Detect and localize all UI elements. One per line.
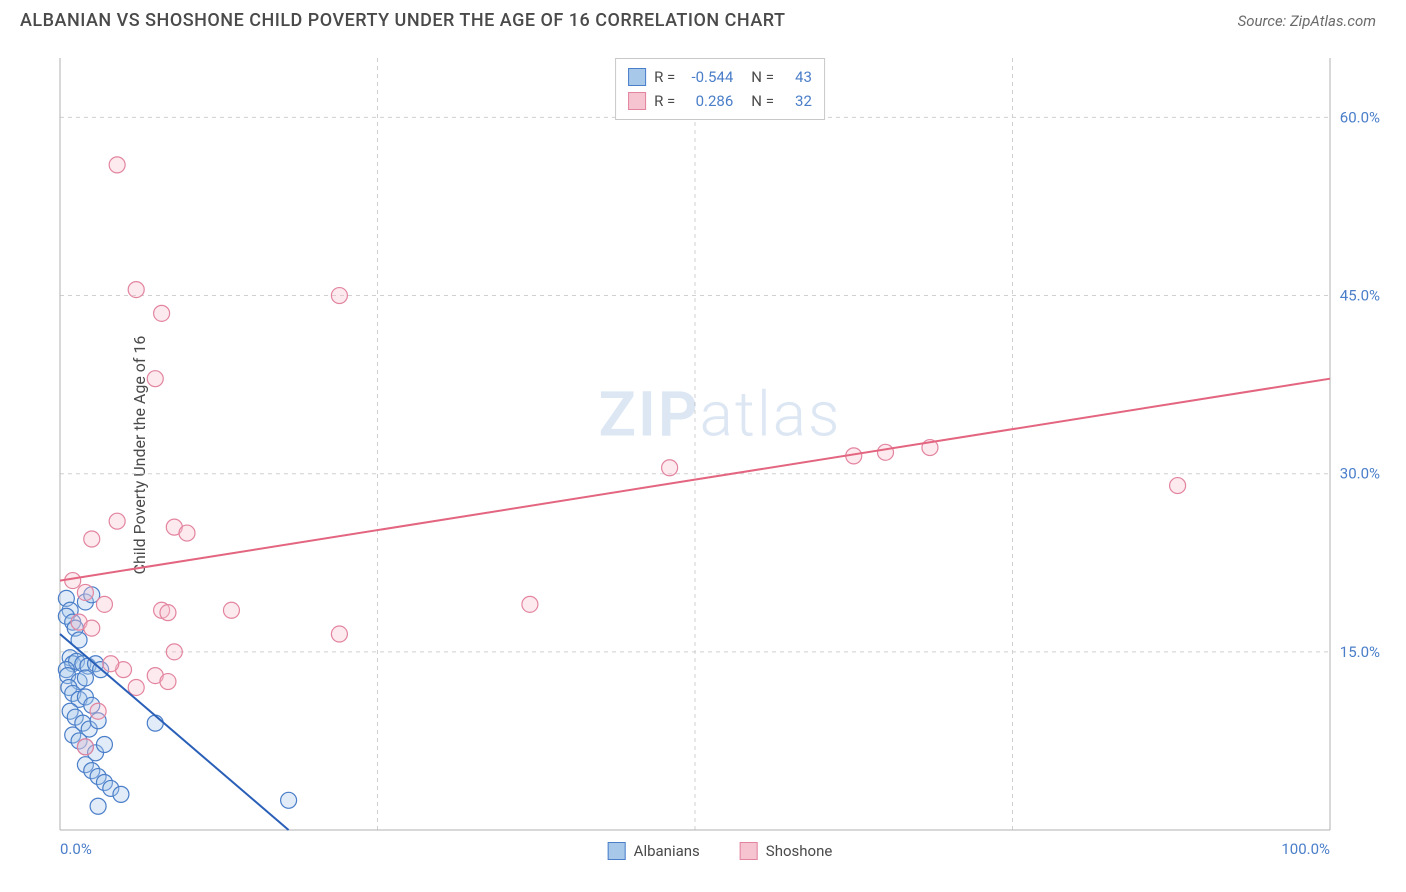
scatter-plot: 15.0% 30.0% 45.0% 60.0% 0.0% 100.0% (50, 50, 1390, 860)
data-point (331, 626, 347, 642)
correlation-legend: R = -0.544 N = 43 R = 0.286 N = 32 (615, 58, 825, 120)
data-point (77, 584, 93, 600)
legend-row: R = 0.286 N = 32 (628, 89, 812, 113)
data-point (281, 792, 297, 808)
x-tick-label: 0.0% (60, 840, 92, 858)
legend-r-label: R = (654, 65, 675, 89)
legend-r-value: -0.544 (683, 65, 733, 89)
data-point (113, 786, 129, 802)
data-point (96, 596, 112, 612)
data-point (147, 715, 163, 731)
data-point (109, 513, 125, 529)
chart-title: ALBANIAN VS SHOSHONE CHILD POVERTY UNDER… (20, 10, 785, 31)
data-point (147, 371, 163, 387)
data-point (160, 605, 176, 621)
y-tick-label: 15.0% (1340, 643, 1380, 661)
data-point (522, 596, 538, 612)
data-point (179, 525, 195, 541)
source-attribution: Source: ZipAtlas.com (1238, 12, 1376, 30)
legend-n-value: 43 (782, 65, 812, 89)
legend-swatch (628, 92, 646, 110)
data-point (1170, 478, 1186, 494)
data-point (84, 531, 100, 547)
legend-item: Albanians (608, 842, 700, 860)
data-point (96, 736, 112, 752)
data-point (160, 674, 176, 690)
data-point (84, 620, 100, 636)
data-point (65, 573, 81, 589)
legend-swatch (740, 842, 758, 860)
data-point (128, 679, 144, 695)
data-point (878, 444, 894, 460)
trend-line (60, 379, 1330, 581)
y-tick-label: 30.0% (1340, 465, 1380, 483)
data-point (103, 656, 119, 672)
y-tick-label: 60.0% (1340, 108, 1380, 126)
legend-r-label: R = (654, 89, 675, 113)
data-point (128, 282, 144, 298)
y-tick-label: 45.0% (1340, 287, 1380, 305)
data-point (77, 670, 93, 686)
data-point (331, 288, 347, 304)
data-point (223, 602, 239, 618)
legend-n-label: N = (751, 89, 774, 113)
legend-item: Shoshone (740, 842, 833, 860)
legend-n-label: N = (751, 65, 774, 89)
legend-swatch (628, 68, 646, 86)
data-point (154, 305, 170, 321)
legend-label: Albanians (634, 842, 700, 860)
series-legend: Albanians Shoshone (608, 842, 833, 860)
data-point (90, 703, 106, 719)
x-tick-label: 100.0% (1281, 840, 1330, 858)
chart-area: Child Poverty Under the Age of 16 15.0%3… (50, 50, 1390, 860)
data-point (662, 460, 678, 476)
legend-row: R = -0.544 N = 43 (628, 65, 812, 89)
data-point (90, 798, 106, 814)
legend-swatch (608, 842, 626, 860)
data-point (109, 157, 125, 173)
legend-n-value: 32 (782, 89, 812, 113)
data-point (166, 644, 182, 660)
data-point (77, 739, 93, 755)
legend-label: Shoshone (766, 842, 833, 860)
legend-r-value: 0.286 (683, 89, 733, 113)
